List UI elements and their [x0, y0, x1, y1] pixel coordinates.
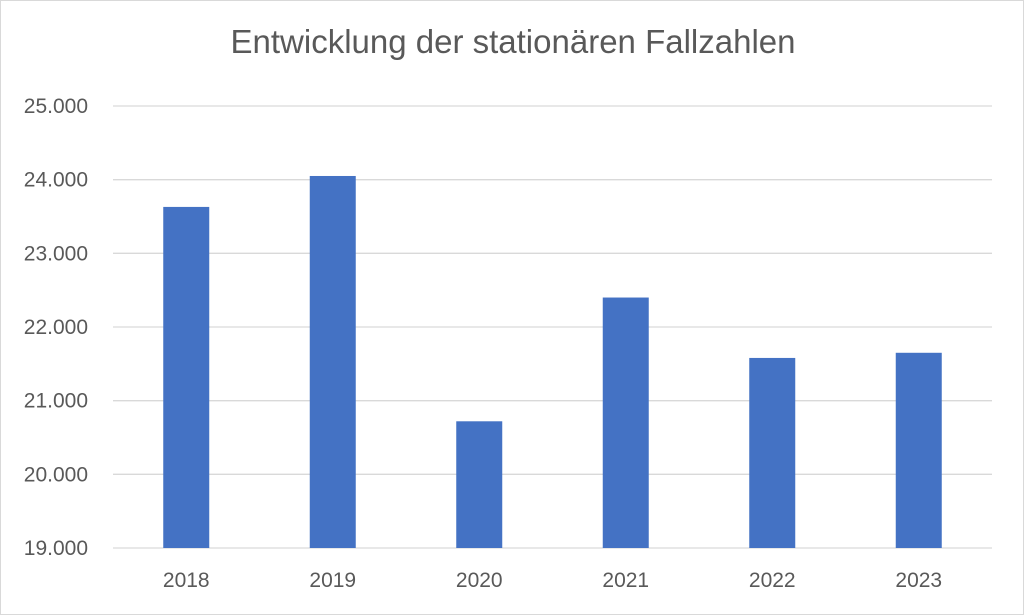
x-tick-label: 2019: [309, 569, 356, 592]
x-axis-tick-labels: 2018 2019 2020 2021 2022 2023: [163, 569, 942, 592]
y-tick-label: 19.000: [24, 537, 88, 560]
bar-2020: [456, 421, 503, 548]
x-tick-label: 2018: [163, 569, 210, 592]
x-tick-label: 2023: [895, 569, 942, 592]
y-tick-label: 20.000: [24, 463, 88, 486]
x-tick-label: 2021: [602, 569, 649, 592]
bar-2023: [895, 352, 942, 548]
x-tick-label: 2022: [749, 569, 796, 592]
y-tick-label: 22.000: [24, 316, 88, 339]
y-tick-label: 21.000: [24, 390, 88, 413]
bar-2018: [163, 206, 210, 548]
x-tick-label: 2020: [456, 569, 503, 592]
bars: [163, 175, 942, 548]
y-tick-label: 25.000: [24, 95, 88, 118]
y-axis-tick-labels: 19.000 20.000 21.000 22.000 23.000 24.000 25.0…: [24, 95, 88, 560]
y-tick-label: 23.000: [24, 242, 88, 265]
gridlines: [113, 105, 992, 549]
bar-2019: [309, 175, 356, 548]
bar-2021: [602, 297, 649, 548]
chart-title: Entwicklung der stationären Fallzahlen: [230, 23, 796, 60]
bar-2022: [749, 357, 796, 548]
y-tick-label: 24.000: [24, 169, 88, 192]
